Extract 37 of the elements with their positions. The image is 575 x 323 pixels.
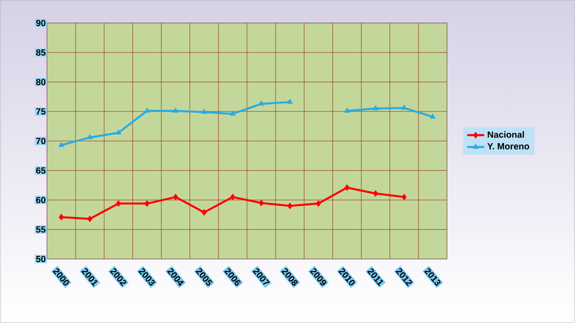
legend-label: Y. Moreno xyxy=(487,143,530,150)
point xyxy=(344,108,350,113)
point xyxy=(230,194,236,200)
point xyxy=(373,190,378,197)
point xyxy=(173,194,178,200)
point xyxy=(202,209,207,216)
point xyxy=(144,108,150,113)
point xyxy=(172,108,178,113)
y-tick-label: 60 xyxy=(36,196,46,204)
point xyxy=(201,108,208,114)
point xyxy=(316,200,321,207)
point xyxy=(286,98,293,104)
point xyxy=(116,200,121,207)
y-tick-label: 85 xyxy=(36,49,46,56)
point xyxy=(87,216,92,222)
y-tick-label: 65 xyxy=(36,167,46,174)
point xyxy=(116,129,122,134)
point xyxy=(258,200,264,206)
point xyxy=(230,110,236,116)
y-tick-label: 55 xyxy=(36,226,46,233)
point xyxy=(402,194,407,200)
point xyxy=(287,202,292,210)
point xyxy=(86,134,93,140)
point xyxy=(430,113,436,119)
y-tick-label: 80 xyxy=(36,78,46,86)
y-tick-label: 70 xyxy=(36,138,46,144)
point xyxy=(58,214,64,220)
point xyxy=(372,105,378,110)
point xyxy=(401,104,408,110)
point xyxy=(258,100,264,106)
y-tick-label: 50 xyxy=(36,256,46,262)
point xyxy=(58,142,64,147)
y-tick-label: 75 xyxy=(36,108,46,115)
legend-label: Nacional xyxy=(488,131,524,138)
point xyxy=(344,184,350,191)
point xyxy=(144,200,150,207)
y-tick-label: 90 xyxy=(36,20,46,26)
